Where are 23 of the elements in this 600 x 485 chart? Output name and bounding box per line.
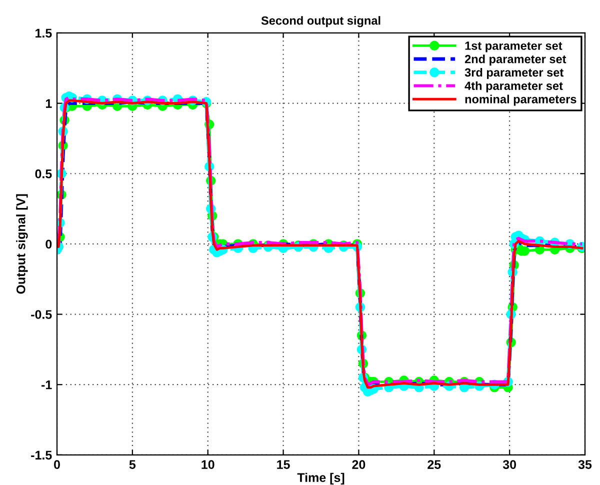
y-tick-label: -1 xyxy=(42,380,52,390)
chart-title: Second output signal xyxy=(261,16,380,28)
y-axis-title: Output signal [V] xyxy=(16,194,28,294)
x-tick-label: 25 xyxy=(428,460,441,469)
x-axis-title: Time [s] xyxy=(297,472,344,484)
y-tick-label: -1.5 xyxy=(31,450,52,460)
x-tick-label: 35 xyxy=(578,460,592,469)
x-tick-label: 15 xyxy=(277,460,290,469)
y-tick-label: 1.5 xyxy=(36,28,52,38)
legend-label: nominal parameters xyxy=(465,94,576,106)
legend-label: 2nd parameter set xyxy=(464,54,566,66)
x-tick-label: 5 xyxy=(129,460,136,469)
y-tick-label: 1 xyxy=(46,99,52,108)
legend-label: 3rd parameter set xyxy=(464,68,564,79)
x-tick-label: 10 xyxy=(202,460,214,469)
legend-label: 1st parameter set xyxy=(465,42,562,52)
legend-label: 4th parameter set xyxy=(464,81,563,92)
x-tick-label: 0 xyxy=(54,460,60,469)
y-tick-label: -0.5 xyxy=(31,310,52,319)
x-tick-label: 20 xyxy=(352,460,366,469)
y-tick-label: 0.5 xyxy=(35,169,52,178)
x-tick-label: 30 xyxy=(502,460,516,469)
y-tick-label: 0 xyxy=(46,240,52,249)
